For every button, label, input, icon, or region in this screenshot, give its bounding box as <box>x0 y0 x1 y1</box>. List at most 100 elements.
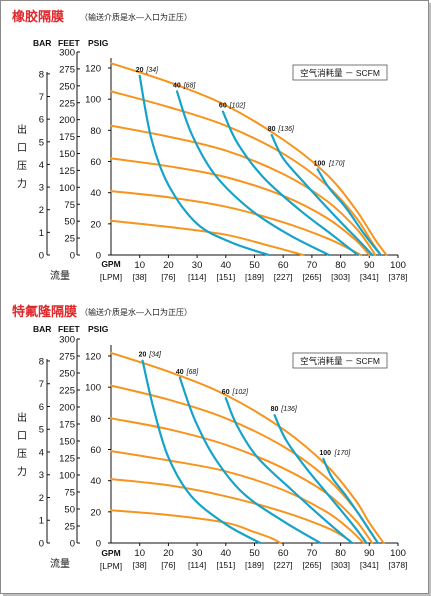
gpm-axis-header: GPM <box>101 259 120 269</box>
lpm-tick-label: [38] <box>133 560 147 570</box>
lpm-tick-label: [38] <box>133 272 147 282</box>
feet-tick-label: 50 <box>64 217 75 228</box>
chart-marks: 0204060801001200255075100125150175200225… <box>39 48 408 571</box>
lpm-tick-label: [114] <box>188 272 206 282</box>
feet-tick-label: 275 <box>59 352 75 363</box>
air-consumption-curve <box>270 133 374 257</box>
lpm-tick-label: [189] <box>245 560 264 570</box>
air-consumption-curve <box>273 414 368 545</box>
psig-tick-label: 80 <box>90 414 101 425</box>
legend-label: 空气消耗量 － SCFM <box>300 68 380 78</box>
gpm-tick-label: 60 <box>278 548 289 559</box>
lpm-tick-label: [341] <box>360 560 379 570</box>
bar-tick-label: 6 <box>39 402 44 413</box>
lpm-tick-label: [189] <box>245 272 264 282</box>
lpm-tick-label: [76] <box>161 272 175 282</box>
air-curve-label-lpm: [68] <box>183 82 197 89</box>
feet-tick-label: 100 <box>59 183 75 194</box>
pressure-curve <box>110 62 388 256</box>
lpm-tick-label: [303] <box>331 272 350 282</box>
feet-tick-label: 75 <box>64 200 75 211</box>
feet-tick-label: 150 <box>59 437 75 448</box>
bar-tick-label: 8 <box>39 69 44 80</box>
bar-tick-label: 7 <box>39 92 44 103</box>
pressure-curve <box>110 124 376 256</box>
pressure-curve <box>110 90 382 256</box>
psig-tick-label: 100 <box>85 95 101 106</box>
psig-tick-label: 0 <box>96 539 101 550</box>
feet-tick-label: 0 <box>70 539 75 550</box>
bar-tick-label: 3 <box>39 470 44 481</box>
chart-title: 橡胶隔膜 <box>12 9 64 24</box>
lpm-axis-header: [LPM] <box>100 561 122 571</box>
feet-tick-label: 100 <box>59 471 75 482</box>
lpm-tick-label: [265] <box>302 560 321 570</box>
x-axis-label: 流量 <box>50 557 70 570</box>
air-curve-label: 100 <box>314 160 326 167</box>
air-curve-label: 80 <box>271 406 279 413</box>
legend-box <box>292 352 388 369</box>
air-curve-label: 100 <box>319 450 331 457</box>
psig-tick-label: 100 <box>85 383 101 394</box>
bar-tick-label: 5 <box>39 137 44 148</box>
psig-tick-label: 20 <box>90 507 101 518</box>
gpm-tick-label: 30 <box>192 260 203 271</box>
psig-tick-label: 20 <box>90 219 101 230</box>
psig-tick-label: 120 <box>85 64 101 75</box>
feet-tick-label: 25 <box>64 234 75 245</box>
air-consumption-curve <box>316 168 382 257</box>
bar-tick-label: 5 <box>39 425 44 436</box>
chart-title: 特氟隆隔膜 <box>12 304 77 319</box>
feet-tick-label: 25 <box>64 522 75 533</box>
air-curve-label: 40 <box>176 369 184 376</box>
feet-axis-header: FEET <box>58 324 81 334</box>
y-label-char: 力 <box>17 177 27 190</box>
y-label-char: 压 <box>17 160 27 172</box>
legend-box <box>292 64 388 81</box>
feet-tick-label: 300 <box>59 48 75 59</box>
bar-tick-label: 6 <box>39 115 44 126</box>
lpm-tick-label: [151] <box>216 272 235 282</box>
feet-tick-label: 75 <box>64 488 75 499</box>
y-label-char: 口 <box>17 431 27 442</box>
gpm-tick-label: 70 <box>307 548 318 559</box>
air-curve-label-lpm: [68] <box>186 369 200 376</box>
pressure-curve <box>110 509 282 544</box>
gpm-tick-label: 30 <box>192 548 203 559</box>
psig-axis-header: PSIG <box>88 324 109 334</box>
lpm-tick-label: [76] <box>161 560 175 570</box>
bar-tick-label: 3 <box>39 183 44 194</box>
chart-note: （输送介质是水—入口为正压） <box>80 12 192 22</box>
lpm-tick-label: [378] <box>389 560 408 570</box>
bar-tick-label: 0 <box>39 251 44 262</box>
feet-tick-label: 125 <box>59 166 75 177</box>
bar-tick-label: 2 <box>39 493 44 504</box>
psig-axis-header: PSIG <box>88 38 109 48</box>
gpm-tick-label: 40 <box>221 548 232 559</box>
x-axis-label: 流量 <box>50 269 70 282</box>
psig-tick-label: 60 <box>90 445 101 456</box>
bar-tick-label: 8 <box>39 356 44 367</box>
air-curve-label: 80 <box>268 126 276 133</box>
psig-tick-label: 40 <box>90 476 101 487</box>
y-label-char: 口 <box>17 143 27 154</box>
air-curve-label-lpm: [102] <box>229 103 247 110</box>
gpm-axis-header: GPM <box>101 548 120 558</box>
air-consumption-curve <box>221 110 359 257</box>
air-curve-label-lpm: [34] <box>145 67 159 74</box>
gpm-tick-label: 20 <box>163 260 174 271</box>
air-curve-label-lpm: [102] <box>232 389 250 396</box>
gpm-tick-label: 10 <box>134 548 145 559</box>
air-curve-label: 40 <box>173 82 181 89</box>
lpm-tick-label: [341] <box>360 272 379 282</box>
psig-tick-label: 0 <box>96 251 101 262</box>
bar-axis-header: BAR <box>33 38 51 48</box>
lpm-tick-label: [114] <box>188 560 206 570</box>
lpm-tick-label: [378] <box>389 272 408 282</box>
feet-tick-label: 0 <box>70 251 75 262</box>
feet-tick-label: 50 <box>64 505 75 516</box>
air-consumption-curve <box>175 90 331 257</box>
gpm-tick-label: 40 <box>221 260 232 271</box>
air-curve-label: 60 <box>219 103 227 110</box>
